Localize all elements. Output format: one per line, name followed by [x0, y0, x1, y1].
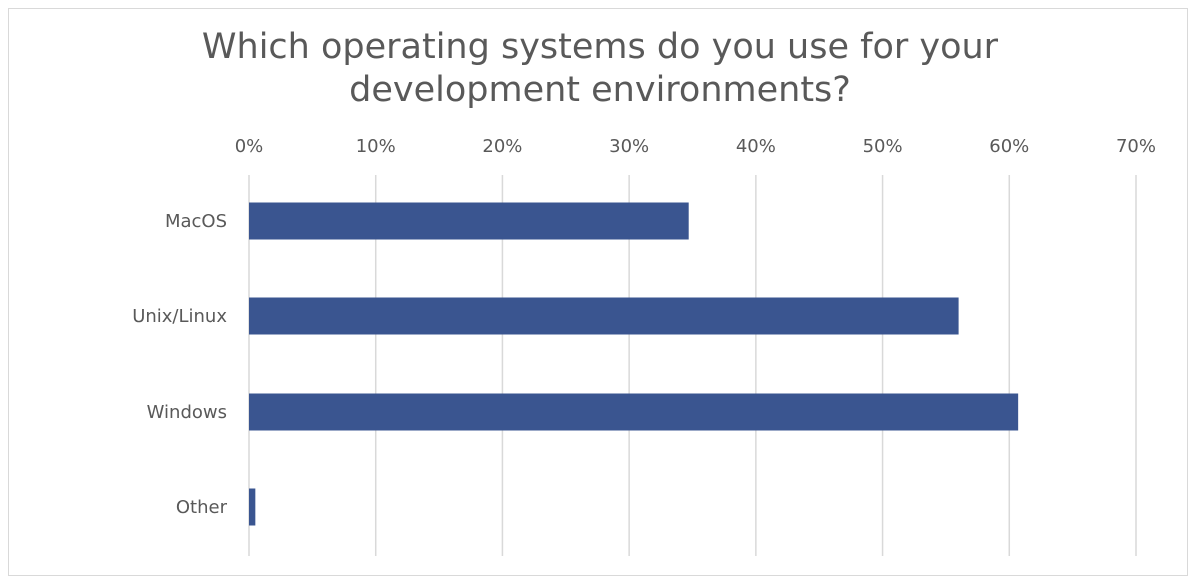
x-tick-label: 30% — [609, 136, 649, 157]
x-tick-label: 70% — [1116, 136, 1156, 157]
bar-windows — [249, 393, 1019, 431]
x-tick-label: 0% — [235, 136, 264, 157]
x-tick-label: 50% — [863, 136, 903, 157]
category-label: Windows — [147, 402, 227, 423]
category-label: Other — [176, 497, 228, 518]
bar-macos — [249, 202, 689, 240]
x-tick-label: 20% — [482, 136, 522, 157]
chart-title: Which operating systems do you use for y… — [0, 26, 1200, 112]
bar-unix-linux — [249, 297, 959, 335]
category-labels: MacOS Unix/Linux Windows Other — [132, 211, 227, 518]
x-tick-label: 10% — [356, 136, 396, 157]
x-tick-label: 60% — [989, 136, 1029, 157]
chart-title-line-1: Which operating systems do you use for y… — [201, 27, 999, 67]
x-axis-tick-labels: 0% 10% 20% 30% 40% 50% 60% 70% — [235, 136, 1156, 157]
bars — [249, 202, 1019, 526]
bar-other — [249, 488, 256, 526]
x-tick-label: 40% — [736, 136, 776, 157]
category-label: Unix/Linux — [132, 306, 227, 327]
chart-frame — [8, 8, 1188, 576]
chart-title-line-2: development environments? — [349, 70, 851, 110]
category-label: MacOS — [165, 211, 227, 232]
